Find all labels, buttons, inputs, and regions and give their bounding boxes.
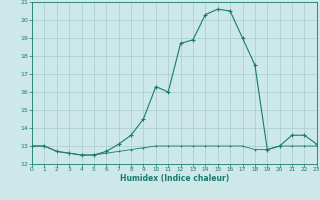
X-axis label: Humidex (Indice chaleur): Humidex (Indice chaleur) [120,174,229,183]
